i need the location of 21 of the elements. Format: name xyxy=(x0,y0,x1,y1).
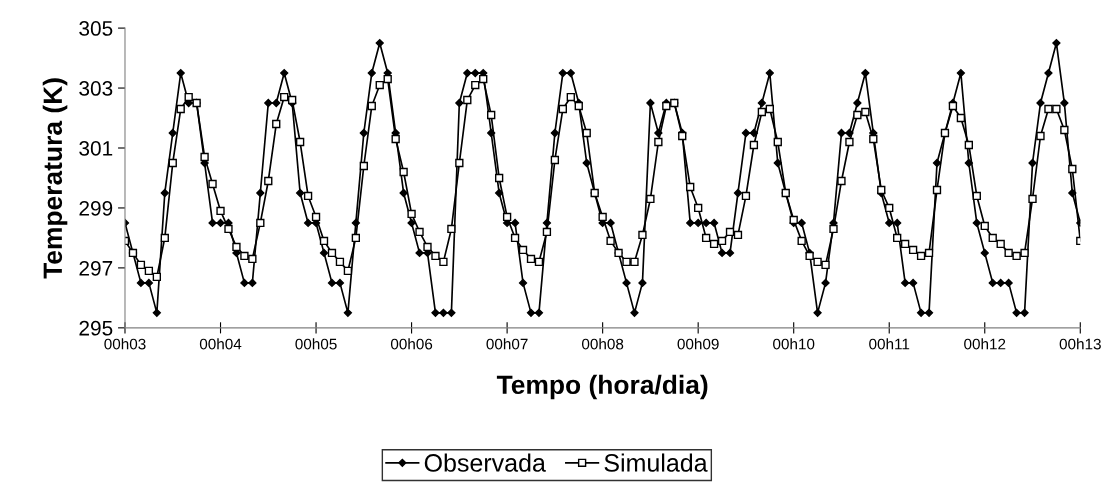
x-tick-label: 00h11 xyxy=(869,338,910,350)
legend-label: Simulada xyxy=(604,453,708,472)
y-tick-label: 297 xyxy=(79,260,113,276)
x-tick-label: 00h04 xyxy=(199,338,242,350)
x-tick-label: 00h13 xyxy=(1059,338,1101,350)
x-tick-label: 00h09 xyxy=(677,338,719,350)
x-tick-label: 00h07 xyxy=(486,338,528,350)
y-tick-label: 299 xyxy=(79,200,113,216)
x-tick-label: 00h06 xyxy=(390,338,433,350)
legend-label: Observada xyxy=(424,453,546,472)
x-tick-label: 00h08 xyxy=(582,338,624,350)
x-tick-label: 00h05 xyxy=(295,338,337,350)
y-axis-title: Temperatura (K) xyxy=(42,78,68,279)
y-tick-label: 295 xyxy=(79,320,113,336)
y-tick-label: 303 xyxy=(79,81,113,96)
y-tick-label: 301 xyxy=(79,141,113,156)
y-tick-label: 305 xyxy=(79,21,113,36)
x-axis-title: Tempo (hora/dia) xyxy=(496,374,708,400)
x-tick-label: 00h12 xyxy=(964,338,1006,350)
x-tick-label: 00h03 xyxy=(104,338,146,350)
x-tick-label: 00h10 xyxy=(773,338,815,350)
